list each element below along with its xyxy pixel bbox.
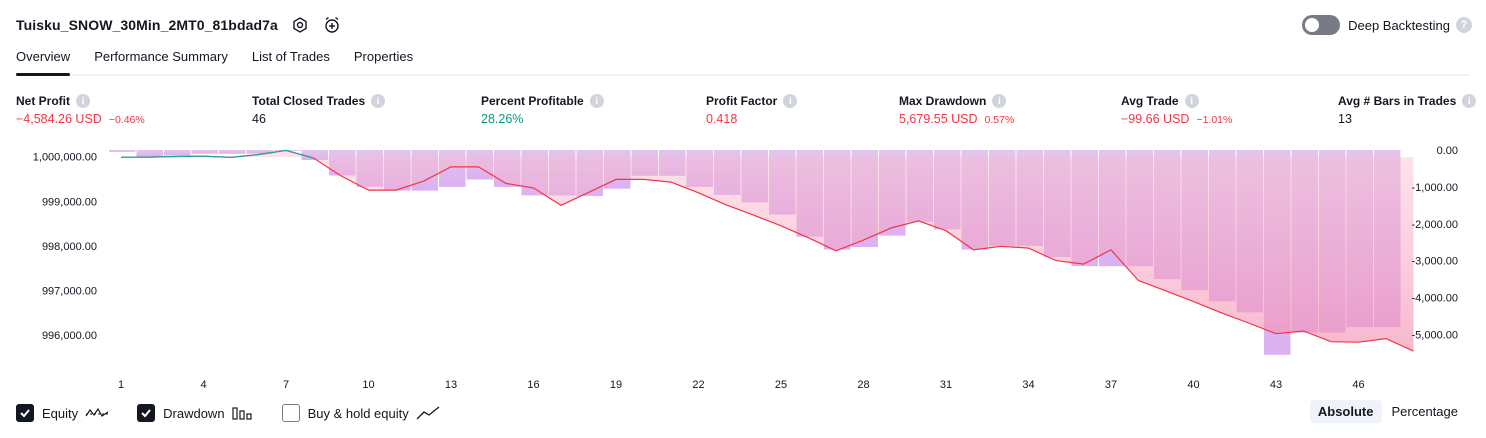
drawdown-bar (136, 150, 163, 157)
x-tick-label: 28 (857, 379, 869, 391)
x-tick-label: 34 (1022, 379, 1034, 391)
metric-sub-value: −0.46% (108, 114, 145, 126)
info-icon[interactable]: i (1184, 94, 1199, 108)
percentage-button[interactable]: Percentage (1391, 404, 1459, 419)
x-tick-label: 4 (200, 379, 206, 391)
y-tick-label-right: -3,000.00 (1412, 256, 1458, 268)
metric-label: Avg # Bars in Trades (1338, 94, 1457, 108)
x-tick-label: 37 (1105, 379, 1117, 391)
metric-net-profit: Net Profit i −4,584.26 USD −0.46% (16, 92, 145, 128)
metric-label: Profit Factor (706, 94, 778, 108)
tab-properties[interactable]: Properties (353, 49, 414, 64)
y-tick-label-left: 997,000.00 (42, 285, 97, 297)
drawdown-bar (191, 150, 218, 154)
x-tick-label: 10 (362, 379, 374, 391)
x-tick-label: 1 (118, 379, 124, 391)
x-tick-label: 22 (692, 379, 704, 391)
equity-line-positive (121, 149, 314, 159)
metric-value: 28.26% (481, 112, 524, 126)
x-tick-label: 19 (610, 379, 622, 391)
metric-avg-bars: Avg # Bars in Trades i 13 (1338, 92, 1477, 128)
metric-max-drawdown: Max Drawdown i 5,679.55 USD 0.57% (899, 92, 1014, 128)
strategy-header: Tuisku_SNOW_30Min_2MT0_81bdad7a (16, 14, 342, 36)
tab-list-of-trades[interactable]: List of Trades (251, 49, 330, 64)
chart-legend: Equity Drawdown Buy & hold equity (16, 404, 468, 422)
drawdown-checkbox[interactable] (137, 404, 156, 422)
legend-label: Buy & hold equity (307, 405, 409, 421)
metric-label: Net Profit (16, 94, 70, 108)
trend-line-icon (416, 406, 440, 420)
settings-icon[interactable] (290, 15, 310, 35)
x-tick-label: 46 (1352, 379, 1364, 391)
metric-label: Total Closed Trades (252, 94, 366, 108)
deep-backtesting: Deep Backtesting ? (1302, 14, 1472, 36)
info-icon[interactable]: i (76, 94, 90, 108)
metric-label: Percent Profitable (481, 94, 584, 108)
x-tick-label: 43 (1270, 379, 1282, 391)
x-tick-label: 25 (775, 379, 787, 391)
tab-overview[interactable]: Overview (16, 44, 71, 76)
drawdown-bars-icon (231, 406, 254, 420)
tab-performance-summary[interactable]: Performance Summary (94, 49, 228, 64)
legend-label: Equity (42, 405, 79, 421)
strategy-name: Tuisku_SNOW_30Min_2MT0_81bdad7a (16, 17, 278, 33)
absolute-button[interactable]: Absolute (1309, 400, 1382, 423)
metric-total-closed-trades: Total Closed Trades i 46 (252, 92, 386, 128)
y-tick-label-right: -4,000.00 (1412, 293, 1458, 305)
info-icon[interactable]: i (783, 94, 798, 108)
metric-value: 5,679.55 USD (899, 112, 978, 126)
y-tick-label-left: 998,000.00 (42, 241, 97, 253)
equity-area (121, 150, 1414, 352)
report-tabs: Overview Performance Summary List of Tra… (16, 44, 1470, 76)
y-tick-label-right: -2,000.00 (1412, 219, 1458, 231)
y-tick-label-left: 996,000.00 (42, 330, 97, 342)
metric-label: Max Drawdown (899, 94, 987, 108)
legend-label: Drawdown (163, 405, 225, 421)
metric-profit-factor: Profit Factor i 0.418 (706, 92, 798, 128)
metric-percent-profitable: Percent Profitable i 28.26% (481, 92, 604, 128)
equity-line (121, 149, 1414, 352)
x-tick-label: 7 (283, 379, 289, 391)
info-icon[interactable]: i (1462, 94, 1477, 108)
buy-hold-checkbox[interactable] (281, 404, 300, 422)
y-tick-label-left: 999,000.00 (42, 196, 97, 208)
x-tick-label: 40 (1187, 379, 1199, 391)
info-icon[interactable]: i (992, 94, 1007, 108)
info-icon[interactable]: i (589, 94, 604, 108)
help-icon[interactable]: ? (1456, 17, 1472, 33)
legend-equity[interactable]: Equity (16, 404, 109, 422)
y-tick-label-right: 0.00 (1437, 145, 1458, 157)
drawdown-bar (109, 150, 136, 152)
metric-value: 0.418 (706, 112, 738, 126)
metric-sub-value: −1.01% (1196, 114, 1233, 126)
metric-avg-trade: Avg Trade i −99.66 USD −1.01% (1121, 92, 1232, 128)
equity-drawdown-chart: 1,000,000.00 999,000.00 998,000.00 997,000.… (33, 145, 1458, 391)
drawdown-bar (246, 150, 273, 154)
deep-backtesting-toggle[interactable] (1302, 15, 1341, 35)
metric-value: 13 (1338, 112, 1352, 126)
equity-checkbox[interactable] (16, 404, 34, 422)
y-tick-label-left: 1,000,000.00 (33, 152, 97, 164)
metric-label: Avg Trade (1121, 94, 1179, 108)
drawdown-bar (164, 150, 191, 156)
view-mode-switch: Absolute Percentage (1308, 400, 1466, 423)
y-tick-label-right: -5,000.00 (1412, 330, 1458, 342)
metric-value: 46 (252, 112, 266, 126)
drawdown-bar (301, 150, 328, 160)
x-tick-label: 31 (940, 379, 952, 391)
deep-backtesting-label: Deep Backtesting (1348, 17, 1450, 33)
metric-sub-value: 0.57% (984, 114, 1015, 126)
equity-line-icon (85, 406, 109, 420)
metric-value: −4,584.26 USD (16, 112, 102, 126)
info-icon[interactable]: i (371, 94, 386, 108)
legend-drawdown[interactable]: Drawdown (137, 404, 253, 422)
drawdown-bar (219, 150, 246, 154)
metric-value: −99.66 USD (1121, 112, 1190, 126)
legend-buy-hold-equity[interactable]: Buy & hold equity (281, 404, 440, 422)
alarm-clock-icon[interactable] (322, 15, 342, 35)
x-tick-label: 13 (445, 379, 457, 391)
x-tick-label: 16 (527, 379, 539, 391)
y-tick-label-right: -1,000.00 (1412, 182, 1458, 194)
